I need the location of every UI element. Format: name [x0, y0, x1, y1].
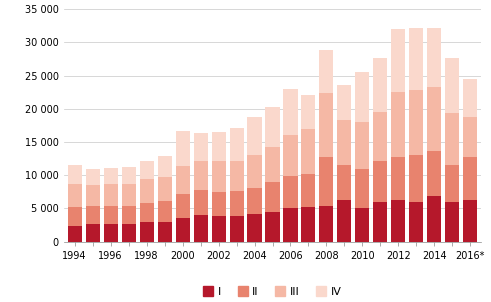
Bar [320, 50, 333, 93]
Bar [247, 214, 262, 242]
Bar [122, 206, 136, 224]
Bar [158, 201, 171, 222]
Bar [374, 58, 387, 112]
Bar [374, 112, 387, 161]
Bar [68, 226, 82, 242]
Bar [374, 202, 387, 242]
Bar [320, 206, 333, 242]
Bar [427, 151, 441, 196]
Bar [68, 165, 82, 184]
Bar [409, 28, 423, 90]
Bar [139, 222, 154, 242]
Bar [247, 155, 262, 188]
Bar [104, 168, 118, 185]
Bar [337, 85, 352, 120]
Bar [193, 215, 208, 242]
Bar [158, 222, 171, 242]
Bar [139, 203, 154, 222]
Bar [427, 196, 441, 242]
Bar [193, 191, 208, 215]
Bar [409, 90, 423, 155]
Bar [355, 208, 369, 242]
Bar [266, 212, 279, 242]
Bar [409, 202, 423, 242]
Bar [85, 224, 100, 242]
Bar [427, 28, 441, 88]
Bar [464, 156, 477, 201]
Bar [283, 135, 298, 176]
Bar [229, 191, 244, 216]
Bar [266, 108, 279, 147]
Bar [212, 192, 225, 216]
Bar [464, 201, 477, 242]
Bar [158, 177, 171, 201]
Bar [337, 120, 352, 165]
Bar [355, 169, 369, 208]
Bar [139, 179, 154, 203]
Bar [320, 93, 333, 157]
Bar [391, 92, 406, 156]
Bar [445, 113, 460, 165]
Bar [301, 207, 316, 242]
Bar [122, 224, 136, 242]
Bar [229, 216, 244, 242]
Bar [355, 72, 369, 122]
Bar [283, 176, 298, 208]
Legend: I, II, III, IV: I, II, III, IV [199, 282, 346, 301]
Bar [301, 174, 316, 207]
Bar [374, 161, 387, 202]
Bar [212, 132, 225, 161]
Bar [247, 117, 262, 155]
Bar [122, 184, 136, 206]
Bar [158, 156, 171, 177]
Bar [445, 165, 460, 202]
Bar [247, 188, 262, 214]
Bar [176, 218, 190, 242]
Bar [212, 161, 225, 192]
Bar [283, 89, 298, 135]
Bar [193, 133, 208, 161]
Bar [409, 155, 423, 202]
Bar [229, 128, 244, 161]
Bar [320, 157, 333, 206]
Bar [85, 206, 100, 224]
Bar [445, 202, 460, 242]
Bar [337, 165, 352, 200]
Bar [193, 161, 208, 191]
Bar [68, 184, 82, 207]
Bar [391, 29, 406, 92]
Bar [301, 129, 316, 174]
Bar [391, 156, 406, 201]
Bar [266, 147, 279, 182]
Bar [104, 206, 118, 224]
Bar [104, 185, 118, 206]
Bar [445, 58, 460, 113]
Bar [122, 166, 136, 184]
Bar [176, 166, 190, 194]
Bar [229, 161, 244, 191]
Bar [283, 208, 298, 242]
Bar [104, 224, 118, 242]
Bar [355, 122, 369, 169]
Bar [212, 216, 225, 242]
Bar [176, 194, 190, 218]
Bar [85, 185, 100, 206]
Bar [176, 131, 190, 166]
Bar [85, 169, 100, 185]
Bar [68, 207, 82, 226]
Bar [337, 200, 352, 242]
Bar [427, 88, 441, 151]
Bar [139, 161, 154, 179]
Bar [301, 95, 316, 129]
Bar [391, 201, 406, 242]
Bar [266, 182, 279, 212]
Bar [464, 117, 477, 156]
Bar [464, 79, 477, 117]
